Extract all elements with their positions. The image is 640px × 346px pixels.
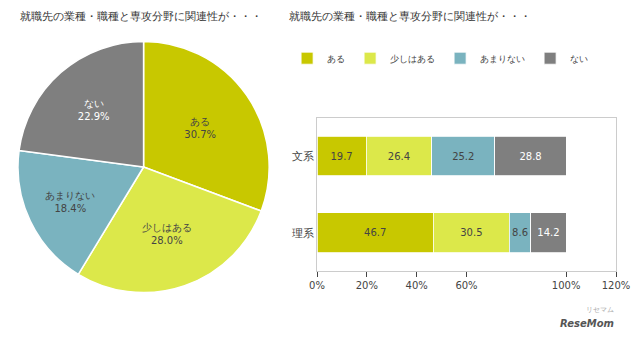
svg-text:少しはある: 少しはある (390, 54, 435, 64)
svg-text:文系: 文系 (292, 150, 314, 163)
svg-text:ある30.7%: ある30.7% (184, 116, 216, 140)
svg-text:60%: 60% (455, 280, 477, 291)
svg-text:ない22.9%: ない22.9% (78, 98, 110, 122)
svg-text:25.2: 25.2 (452, 151, 474, 162)
svg-text:28.8: 28.8 (519, 151, 541, 162)
svg-text:26.4: 26.4 (388, 151, 410, 162)
svg-text:少しはある28.0%: 少しはある28.0% (142, 222, 192, 246)
svg-text:46.7: 46.7 (364, 227, 386, 238)
svg-text:ない: ない (570, 54, 588, 64)
svg-text:ある: ある (327, 54, 345, 64)
svg-text:0%: 0% (309, 280, 325, 291)
svg-text:120%: 120% (602, 280, 631, 291)
svg-text:100%: 100% (552, 280, 581, 291)
svg-text:就職先の業種・職種と専攻分野に関連性が・・・: 就職先の業種・職種と専攻分野に関連性が・・・ (289, 10, 531, 23)
svg-text:あまりない: あまりない (480, 54, 525, 64)
svg-text:あまりない18.4%: あまりない18.4% (45, 190, 95, 214)
svg-text:20%: 20% (356, 280, 378, 291)
svg-text:19.7: 19.7 (330, 151, 352, 162)
svg-text:理系: 理系 (292, 227, 314, 240)
svg-text:8.6: 8.6 (512, 227, 528, 238)
svg-text:30.5: 30.5 (460, 227, 482, 238)
svg-text:リセマム: リセマム (586, 306, 614, 314)
svg-text:就職先の業種・職種と専攻分野に関連性が・・・: 就職先の業種・職種と専攻分野に関連性が・・・ (20, 10, 262, 23)
svg-text:ReseMom: ReseMom (560, 318, 614, 329)
svg-text:14.2: 14.2 (537, 227, 559, 238)
svg-text:40%: 40% (406, 280, 428, 291)
